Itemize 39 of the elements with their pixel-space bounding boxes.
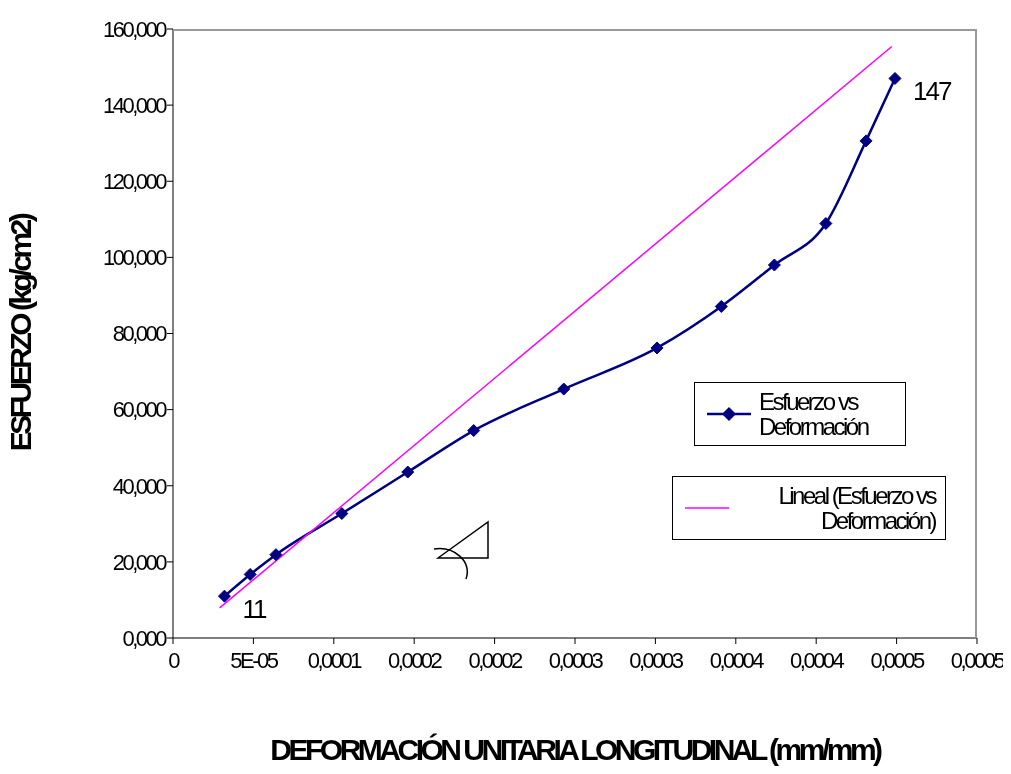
point bbox=[714, 299, 728, 313]
point bbox=[557, 382, 571, 396]
point bbox=[467, 424, 481, 438]
x-tick-label: 0,0004 bbox=[790, 647, 845, 673]
x-tick-label: 0,0002 bbox=[388, 647, 443, 673]
point bbox=[859, 134, 873, 148]
x-axis-title: DEFORMACIÓN UNITARIA LONGITUDINAL (mm/mm) bbox=[270, 733, 883, 766]
x-tick-label: 0,0001 bbox=[307, 647, 363, 673]
legend-label: Esfuerzo vs Deformación bbox=[759, 388, 870, 440]
point bbox=[401, 465, 415, 479]
y-tick-label: 40,000 bbox=[112, 473, 168, 499]
x-tick-label: 0,0005 bbox=[950, 647, 1006, 673]
point bbox=[767, 258, 781, 272]
x-tick-label: 0,0003 bbox=[629, 647, 684, 673]
point bbox=[650, 341, 664, 355]
y-tick-label: 80,000 bbox=[112, 321, 168, 347]
x-tick-label: 0,0003 bbox=[548, 647, 604, 673]
x-tick-label: 0 bbox=[168, 647, 181, 673]
x-tick-label: 0,0004 bbox=[709, 647, 765, 673]
point bbox=[269, 548, 283, 562]
y-tick-label: 140,000 bbox=[102, 92, 168, 118]
point bbox=[217, 589, 231, 603]
legend-label: Lineal (Esfuerzo vs Deformación) bbox=[777, 482, 935, 534]
data-label: 11 bbox=[242, 594, 267, 625]
y-tick-label: 120,000 bbox=[102, 169, 168, 195]
y-axis-title: ESFUERZO (kg/cm2) bbox=[3, 213, 37, 452]
x-tick-label: 0,0005 bbox=[870, 647, 926, 673]
y-tick-label: 160,000 bbox=[102, 16, 168, 42]
y-tick-label: 100,000 bbox=[102, 245, 168, 271]
y-tick-label: 0,000 bbox=[122, 625, 168, 651]
y-tick-label: 60,000 bbox=[112, 397, 168, 423]
y-tick-label: 20,000 bbox=[112, 549, 168, 575]
point bbox=[819, 217, 833, 230]
point bbox=[888, 71, 902, 85]
point bbox=[335, 507, 349, 521]
x-tick-label: 5E-05 bbox=[230, 647, 279, 673]
x-tick-label: 0,0002 bbox=[468, 647, 524, 673]
point bbox=[243, 567, 257, 581]
data-label: 147 bbox=[912, 76, 952, 107]
